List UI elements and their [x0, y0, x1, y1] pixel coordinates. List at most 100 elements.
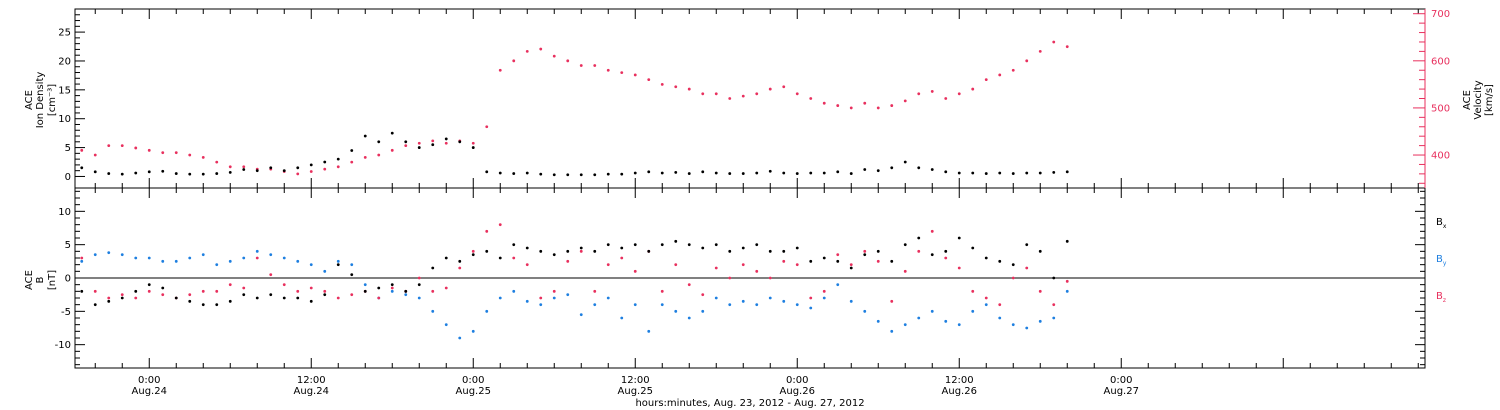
- bx-point: [255, 296, 259, 300]
- bx-point: [134, 289, 138, 293]
- bx-point: [647, 249, 651, 253]
- density-point: [228, 171, 232, 174]
- bz-point: [539, 296, 543, 300]
- density-axis-title: ACE Ion Density [cm⁻³]: [24, 72, 58, 129]
- by-point: [647, 329, 651, 333]
- bz-point: [147, 289, 151, 293]
- b-tick-label: 5: [65, 240, 71, 251]
- by-point: [512, 289, 516, 293]
- velocity-point: [309, 170, 313, 173]
- by-point: [1011, 323, 1015, 327]
- density-point: [485, 170, 489, 174]
- bz-point: [944, 256, 948, 260]
- axis-ticks: [75, 9, 1425, 368]
- bx-point: [984, 256, 988, 260]
- density-point: [242, 168, 246, 171]
- bx-point: [404, 289, 408, 293]
- velocity-point: [768, 87, 772, 91]
- bx-point: [93, 303, 97, 307]
- by-point: [849, 299, 853, 303]
- density-point: [377, 140, 381, 144]
- bz-point: [917, 249, 921, 253]
- velocity-point: [363, 155, 367, 159]
- bx-point: [687, 243, 691, 247]
- by-point: [593, 303, 597, 307]
- by-point: [809, 306, 813, 310]
- by-point: [674, 309, 678, 313]
- bz-point: [444, 286, 448, 290]
- velocity-point: [174, 151, 178, 155]
- bx-point: [323, 293, 327, 297]
- velocity-point: [755, 92, 759, 96]
- density-point: [836, 170, 840, 174]
- bz-point: [282, 283, 286, 287]
- bz-point: [809, 296, 813, 300]
- density-point: [998, 171, 1002, 175]
- bx-point: [971, 246, 975, 250]
- by-point: [620, 316, 624, 320]
- velocity-point: [579, 64, 583, 67]
- velocity-point: [188, 153, 192, 157]
- density-point: [579, 173, 583, 177]
- by-point: [93, 253, 97, 257]
- velocity-point: [296, 172, 300, 176]
- velocity-point: [120, 144, 124, 148]
- density-point: [188, 172, 192, 176]
- velocity-point: [431, 139, 435, 143]
- density-tick-label: 25: [58, 28, 71, 39]
- density-point: [728, 172, 732, 175]
- b-axis-title-line3: [nT]: [47, 270, 58, 290]
- bx-point: [107, 299, 111, 303]
- bz-point: [620, 256, 624, 260]
- bx-point: [660, 243, 664, 247]
- bx-point: [863, 253, 867, 257]
- velocity-point: [930, 90, 934, 93]
- by-point: [147, 256, 151, 260]
- bz-point: [309, 286, 313, 290]
- velocity-point: [404, 144, 408, 148]
- bz-point: [201, 289, 205, 293]
- density-point: [566, 173, 570, 177]
- bx-point: [282, 296, 286, 300]
- bz-point: [498, 223, 502, 227]
- bx-point: [417, 283, 421, 287]
- density-point: [215, 172, 219, 175]
- bz-point: [930, 229, 934, 233]
- bx-point: [755, 243, 759, 247]
- bx-point: [957, 236, 961, 240]
- velocity-point: [390, 148, 394, 152]
- bz-point: [296, 289, 300, 293]
- bx-point: [1052, 276, 1056, 280]
- density-point: [1025, 171, 1029, 175]
- density-point: [903, 160, 907, 164]
- bz-point: [687, 283, 691, 287]
- x-tick-label-date: Aug.24: [294, 386, 329, 397]
- bz-point: [795, 263, 799, 267]
- velocity-point: [444, 141, 448, 145]
- bz-point: [701, 293, 705, 297]
- bz-point: [525, 263, 529, 267]
- by-point: [215, 263, 219, 267]
- bz-point: [120, 293, 124, 297]
- bz-point: [1011, 276, 1015, 280]
- by-point: [944, 319, 948, 323]
- b-axis-title-line1: ACE: [24, 270, 35, 290]
- density-axis-title-line2: Ion Density: [35, 72, 46, 129]
- velocity-point: [498, 68, 502, 72]
- bx-point: [215, 303, 219, 307]
- velocity-axis-title-line1: ACE: [1462, 90, 1473, 110]
- density-point: [539, 172, 543, 176]
- velocity-tick-label: 700: [1431, 9, 1450, 20]
- density-point: [296, 166, 300, 170]
- bx-point: [431, 266, 435, 270]
- bz-point: [431, 289, 435, 293]
- x-tick-label-time: 12:00: [945, 375, 974, 386]
- by-point: [107, 251, 111, 255]
- bx-point: [593, 249, 597, 253]
- by-point: [836, 283, 840, 287]
- density-point: [674, 171, 678, 174]
- bx-point: [228, 299, 232, 303]
- bz-point: [579, 249, 583, 253]
- by-point: [998, 316, 1002, 320]
